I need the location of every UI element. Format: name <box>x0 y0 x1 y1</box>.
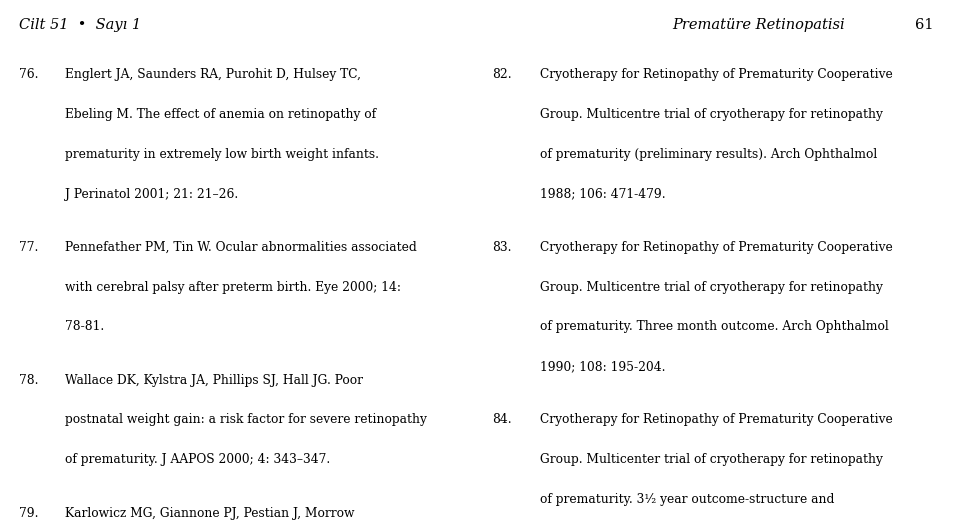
Text: Pennefather PM, Tin W. Ocular abnormalities associated: Pennefather PM, Tin W. Ocular abnormalit… <box>65 241 417 254</box>
Text: Cryotherapy for Retinopathy of Prematurity Cooperative: Cryotherapy for Retinopathy of Prematuri… <box>540 68 892 82</box>
Text: Wallace DK, Kylstra JA, Phillips SJ, Hall JG. Poor: Wallace DK, Kylstra JA, Phillips SJ, Hal… <box>65 374 363 387</box>
Text: postnatal weight gain: a risk factor for severe retinopathy: postnatal weight gain: a risk factor for… <box>65 413 427 427</box>
Text: 61: 61 <box>915 18 933 33</box>
Text: 79.: 79. <box>19 507 38 520</box>
Text: Cryotherapy for Retinopathy of Prematurity Cooperative: Cryotherapy for Retinopathy of Prematuri… <box>540 413 892 427</box>
Text: 1988; 106: 471-479.: 1988; 106: 471-479. <box>540 188 665 200</box>
Text: Group. Multicenter trial of cryotherapy for retinopathy: Group. Multicenter trial of cryotherapy … <box>540 453 882 466</box>
Text: 78-81.: 78-81. <box>65 320 105 333</box>
Text: J Perinatol 2001; 21: 21–26.: J Perinatol 2001; 21: 21–26. <box>65 188 238 200</box>
Text: of prematurity. 3¹⁄₂ year outcome-structure and: of prematurity. 3¹⁄₂ year outcome-struct… <box>540 493 834 506</box>
Text: 76.: 76. <box>19 68 38 82</box>
Text: Karlowicz MG, Giannone PJ, Pestian J, Morrow: Karlowicz MG, Giannone PJ, Pestian J, Mo… <box>65 507 355 520</box>
Text: Group. Multicentre trial of cryotherapy for retinopathy: Group. Multicentre trial of cryotherapy … <box>540 281 882 294</box>
Text: with cerebral palsy after preterm birth. Eye 2000; 14:: with cerebral palsy after preterm birth.… <box>65 281 401 294</box>
Text: 77.: 77. <box>19 241 38 254</box>
Text: Cryotherapy for Retinopathy of Prematurity Cooperative: Cryotherapy for Retinopathy of Prematuri… <box>540 241 892 254</box>
Text: of prematurity. Three month outcome. Arch Ophthalmol: of prematurity. Three month outcome. Arc… <box>540 320 888 333</box>
Text: prematurity in extremely low birth weight infants.: prematurity in extremely low birth weigh… <box>65 148 379 161</box>
Text: 78.: 78. <box>19 374 38 387</box>
Text: Prematüre Retinopatisi: Prematüre Retinopatisi <box>672 18 845 33</box>
Text: of prematurity. J AAPOS 2000; 4: 343–347.: of prematurity. J AAPOS 2000; 4: 343–347… <box>65 453 330 466</box>
Text: Englert JA, Saunders RA, Purohit D, Hulsey TC,: Englert JA, Saunders RA, Purohit D, Huls… <box>65 68 361 82</box>
Text: 84.: 84. <box>492 413 512 427</box>
Text: 1990; 108: 195-204.: 1990; 108: 195-204. <box>540 360 665 373</box>
Text: 82.: 82. <box>492 68 512 82</box>
Text: 83.: 83. <box>492 241 512 254</box>
Text: Cilt 51  •  Sayı 1: Cilt 51 • Sayı 1 <box>19 18 141 33</box>
Text: Group. Multicentre trial of cryotherapy for retinopathy: Group. Multicentre trial of cryotherapy … <box>540 108 882 121</box>
Text: of prematurity (preliminary results). Arch Ophthalmol: of prematurity (preliminary results). Ar… <box>540 148 876 161</box>
Text: Ebeling M. The effect of anemia on retinopathy of: Ebeling M. The effect of anemia on retin… <box>65 108 376 121</box>
